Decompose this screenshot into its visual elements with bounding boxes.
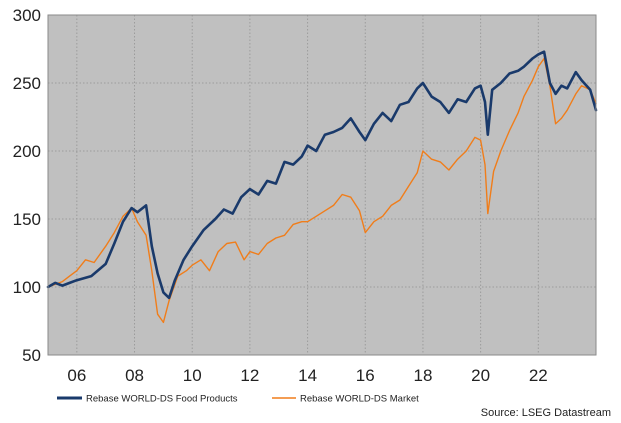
x-tick-label: 08 — [125, 366, 144, 385]
y-tick-label: 200 — [13, 142, 41, 161]
y-tick-label: 300 — [13, 6, 41, 25]
x-tick-label: 06 — [67, 366, 86, 385]
legend-label-market: Rebase WORLD-DS Market — [300, 394, 419, 405]
plot-frame — [47, 14, 597, 356]
x-tick-label: 16 — [356, 366, 375, 385]
series-line-market — [47, 57, 597, 324]
x-tick-label: 10 — [183, 366, 202, 385]
source-note: Source: LSEG Datastream — [481, 407, 611, 419]
x-axis-ticks: 06 08 10 12 14 16 18 20 22 — [67, 366, 547, 385]
y-tick-label: 250 — [13, 74, 41, 93]
series-line-food-products — [46, 50, 598, 300]
y-tick-label: 100 — [13, 278, 41, 297]
x-tick-label: 12 — [240, 366, 259, 385]
plot-area — [48, 15, 596, 355]
series-layer — [46, 50, 598, 324]
y-tick-label: 50 — [22, 346, 41, 365]
gridlines — [48, 15, 596, 355]
x-tick-label: 22 — [529, 366, 548, 385]
x-tick-label: 18 — [413, 366, 432, 385]
y-tick-label: 150 — [13, 210, 41, 229]
legend: Rebase WORLD-DS Food Products Rebase WOR… — [57, 394, 419, 405]
legend-label-food-products: Rebase WORLD-DS Food Products — [86, 394, 238, 405]
x-tick-label: 14 — [298, 366, 317, 385]
x-tick-label: 20 — [471, 366, 490, 385]
y-axis-ticks: 50 100 150 200 250 300 — [13, 6, 41, 365]
